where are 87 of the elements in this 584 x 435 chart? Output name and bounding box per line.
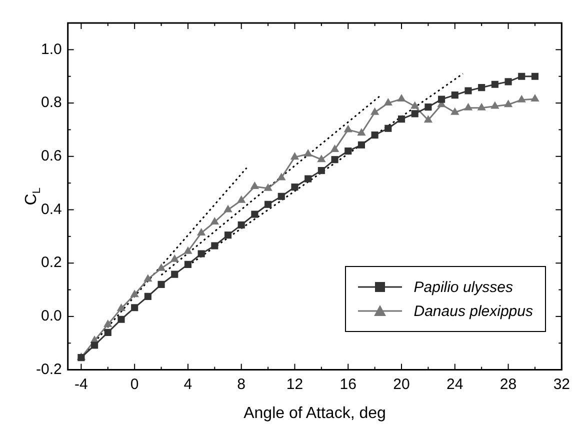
point bbox=[504, 78, 512, 86]
y-tick-label: 0.4 bbox=[40, 200, 62, 218]
point bbox=[398, 116, 406, 123]
point bbox=[344, 148, 352, 155]
point bbox=[238, 221, 245, 228]
point bbox=[370, 107, 380, 115]
point bbox=[357, 128, 366, 136]
point bbox=[250, 182, 260, 190]
x-tick-label: -4 bbox=[74, 376, 88, 393]
y-tick-label: 0.2 bbox=[40, 254, 62, 272]
x-tick-label: 12 bbox=[286, 376, 304, 393]
point bbox=[144, 274, 152, 282]
point bbox=[358, 141, 365, 148]
x-tick-label: 32 bbox=[553, 376, 570, 393]
point bbox=[170, 254, 179, 262]
point bbox=[331, 156, 338, 164]
x-axis-title: Angle of Attack, deg bbox=[244, 404, 386, 422]
legend-label: Papilio ulysses bbox=[414, 278, 513, 296]
point bbox=[171, 270, 178, 278]
point bbox=[211, 242, 218, 250]
y-tick-label: 1.0 bbox=[40, 40, 62, 58]
point bbox=[330, 144, 340, 152]
point bbox=[104, 328, 112, 336]
x-tick-label: 8 bbox=[237, 376, 246, 393]
point bbox=[304, 148, 312, 156]
point bbox=[104, 319, 112, 327]
legend-label: Danaus plexippus bbox=[414, 302, 533, 320]
point bbox=[290, 152, 300, 160]
point bbox=[410, 101, 420, 109]
point bbox=[490, 101, 500, 109]
point bbox=[424, 103, 432, 111]
point bbox=[237, 195, 246, 203]
point bbox=[277, 172, 286, 180]
point bbox=[156, 263, 166, 271]
point bbox=[318, 166, 325, 174]
point bbox=[517, 94, 526, 102]
x-tick-label: 4 bbox=[184, 376, 192, 393]
point bbox=[184, 246, 192, 254]
point bbox=[264, 200, 272, 208]
y-tick-label: -0.2 bbox=[36, 360, 62, 378]
point bbox=[464, 102, 473, 110]
point bbox=[384, 124, 392, 132]
point bbox=[91, 342, 98, 349]
point bbox=[450, 107, 460, 115]
point bbox=[477, 102, 486, 110]
point bbox=[224, 204, 232, 212]
x-tick-label: 20 bbox=[393, 376, 410, 393]
x-tick-label: 24 bbox=[446, 376, 464, 393]
point bbox=[530, 94, 540, 102]
point bbox=[397, 94, 406, 102]
point bbox=[210, 217, 219, 225]
point bbox=[424, 115, 433, 123]
point bbox=[464, 87, 472, 94]
y-tick-label: 0.8 bbox=[40, 94, 62, 112]
point bbox=[184, 260, 192, 268]
x-tick-label: 16 bbox=[340, 376, 356, 393]
point bbox=[491, 80, 498, 88]
point bbox=[411, 110, 418, 118]
point bbox=[158, 280, 165, 288]
point bbox=[144, 292, 152, 300]
point bbox=[264, 183, 272, 191]
point bbox=[131, 304, 138, 312]
point bbox=[504, 100, 513, 108]
point bbox=[451, 91, 458, 99]
point bbox=[384, 98, 392, 106]
point bbox=[371, 132, 378, 139]
y-axis-title: CL bbox=[23, 188, 43, 206]
point bbox=[278, 192, 285, 200]
point bbox=[251, 210, 258, 218]
point bbox=[224, 232, 232, 239]
point bbox=[198, 250, 205, 258]
point bbox=[291, 184, 298, 191]
y-tick-label: 0.0 bbox=[40, 308, 62, 325]
point bbox=[317, 154, 326, 162]
point bbox=[518, 72, 526, 80]
point bbox=[304, 175, 312, 182]
point bbox=[344, 124, 352, 132]
point bbox=[116, 303, 126, 311]
x-tick-label: 28 bbox=[500, 376, 517, 393]
point bbox=[438, 96, 446, 103]
point bbox=[478, 84, 486, 92]
x-tick-label: 0 bbox=[130, 376, 139, 393]
point bbox=[130, 290, 139, 298]
point bbox=[196, 228, 206, 236]
point bbox=[118, 316, 125, 323]
y-tick-label: 0.6 bbox=[40, 148, 62, 165]
point bbox=[531, 72, 538, 80]
